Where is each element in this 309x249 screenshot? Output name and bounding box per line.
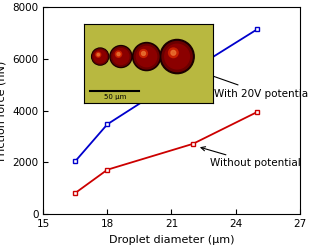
Y-axis label: Friction force (nN): Friction force (nN)	[0, 61, 7, 161]
Text: With 20V potential: With 20V potential	[205, 73, 309, 99]
Text: Without potential: Without potential	[201, 147, 301, 168]
X-axis label: Droplet diameter (μm): Droplet diameter (μm)	[109, 235, 234, 245]
